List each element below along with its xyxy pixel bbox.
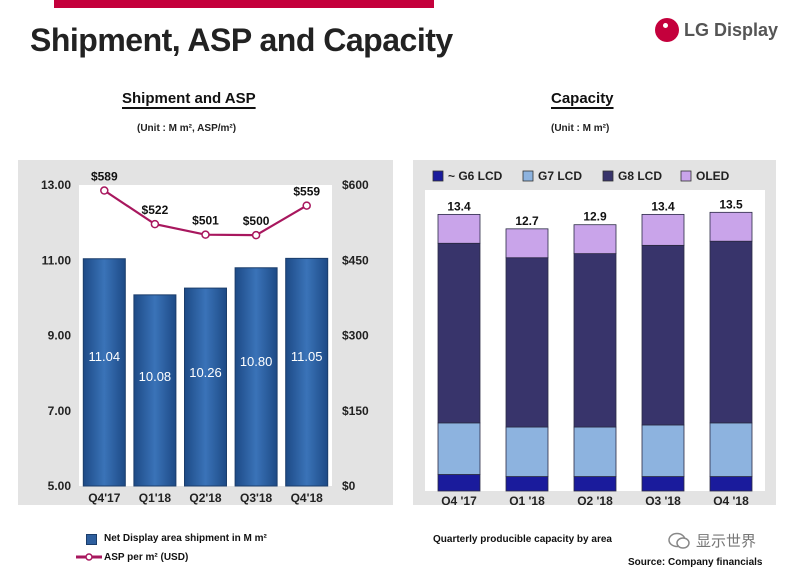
y2-tick-label: $300 (342, 329, 369, 343)
capacity-segment (709, 240, 753, 424)
x-tick-label: Q3 '18 (645, 494, 681, 505)
capacity-unit: (Unit : M m²) (551, 123, 610, 134)
capacity-caption: Quarterly producible capacity by area (433, 534, 612, 545)
x-tick-label: Q1'18 (139, 491, 172, 505)
capacity-segment (709, 422, 753, 477)
top-red-stripe (54, 0, 434, 8)
capacity-segment (641, 213, 685, 246)
legend-swatch (680, 170, 692, 182)
capacity-segment (641, 244, 685, 426)
y-tick-label: 9.00 (48, 329, 72, 343)
legend-label: G7 LCD (538, 169, 582, 183)
shipment-bar (234, 267, 278, 487)
capacity-segment (437, 213, 481, 244)
legend-shipment-swatch (86, 534, 97, 545)
capacity-segment (641, 424, 685, 477)
asp-point (201, 230, 210, 239)
x-tick-label: Q4'17 (88, 491, 121, 505)
capacity-segment (437, 474, 481, 492)
capacity-total-label: 12.7 (515, 214, 539, 228)
capacity-segment (709, 211, 753, 242)
asp-value-label: $501 (192, 214, 219, 228)
asp-value-label: $559 (293, 185, 320, 199)
shipment-value-label: 10.80 (240, 354, 273, 369)
legend-swatch (432, 170, 444, 182)
y-tick-label: 5.00 (48, 479, 72, 493)
capacity-segment (709, 476, 753, 492)
capacity-segment (573, 426, 617, 477)
shipment-value-label: 11.05 (291, 349, 323, 364)
capacity-total-label: 13.4 (447, 199, 471, 213)
capacity-segment (573, 224, 617, 255)
x-tick-label: Q4 '18 (713, 494, 749, 505)
x-tick-label: Q4 '17 (441, 494, 477, 505)
capacity-chart: ~ G6 LCD G7 LCD G8 LCD OLED 13.4 Q4 '17 12.7 Q1… (425, 169, 765, 505)
capacity-segment (505, 426, 549, 477)
source-note: Source: Company financials (628, 557, 763, 568)
slide-title: Shipment, ASP and Capacity (30, 22, 453, 58)
capacity-title: Capacity (551, 90, 614, 107)
legend-label: ~ G6 LCD (448, 169, 503, 183)
watermark: 显示世界 (668, 530, 756, 551)
capacity-segment (573, 253, 617, 428)
legend-asp-label: ASP per m² (USD) (104, 552, 189, 563)
shipment-bar (184, 287, 227, 487)
capacity-segment (437, 242, 481, 424)
chat-bubble-icon (668, 532, 690, 549)
y2-tick-label: $0 (342, 479, 356, 493)
x-tick-label: Q4'18 (291, 491, 324, 505)
logo-text: LG Display (684, 19, 779, 40)
asp-point (251, 230, 261, 240)
capacity-segment (437, 422, 481, 475)
asp-value-label: $522 (142, 203, 169, 217)
watermark-text: 显示世界 (696, 533, 757, 550)
y2-tick-label: $450 (342, 253, 369, 267)
shipment-bar (133, 294, 177, 487)
shipment-bar (82, 258, 126, 487)
y2-tick-label: $150 (342, 404, 369, 418)
legend-swatch (602, 170, 614, 182)
shipment-asp-title: Shipment and ASP (122, 90, 256, 107)
x-tick-label: Q1 '18 (509, 494, 545, 505)
lg-logo-icon (655, 18, 679, 42)
legend-asp-swatch (76, 553, 102, 561)
legend-shipment-label: Net Display area shipment in M m² (104, 533, 267, 544)
y-tick-label: 11.00 (42, 253, 72, 267)
capacity-segment (641, 476, 685, 492)
capacity-total-label: 13.4 (651, 199, 675, 213)
asp-point (302, 201, 311, 210)
legend-swatch (522, 170, 534, 182)
legend-label: OLED (696, 169, 730, 183)
y-tick-label: 13.00 (41, 178, 71, 192)
x-tick-label: Q2'18 (189, 491, 222, 505)
asp-value-label: $589 (91, 170, 118, 184)
y2-tick-label: $600 (342, 178, 369, 192)
capacity-segment (505, 228, 549, 259)
capacity-segment (505, 476, 549, 492)
shipment-asp-chart: 5.00 7.00 9.00 11.00 13.00 $0 $150 $300 $450 $600… (41, 170, 369, 505)
shipment-value-label: 11.04 (89, 349, 121, 364)
asp-point (100, 186, 109, 195)
lg-display-logo: LG Display (655, 16, 778, 44)
capacity-total-label: 12.9 (583, 210, 607, 224)
x-tick-label: Q3'18 (240, 491, 273, 505)
capacity-segment (505, 257, 549, 428)
asp-point (150, 219, 160, 229)
capacity-total-label: 13.5 (719, 197, 743, 211)
shipment-value-label: 10.08 (139, 369, 172, 384)
x-tick-label: Q2 '18 (577, 494, 613, 505)
legend-label: G8 LCD (618, 169, 662, 183)
y-tick-label: 7.00 (48, 404, 72, 418)
shipment-asp-unit: (Unit : M m², ASP/m²) (137, 123, 237, 134)
asp-value-label: $500 (243, 214, 270, 228)
shipment-value-label: 10.26 (189, 365, 222, 380)
top-accent-bar (0, 0, 800, 10)
shipment-bar (285, 257, 329, 487)
capacity-segment (573, 476, 617, 492)
